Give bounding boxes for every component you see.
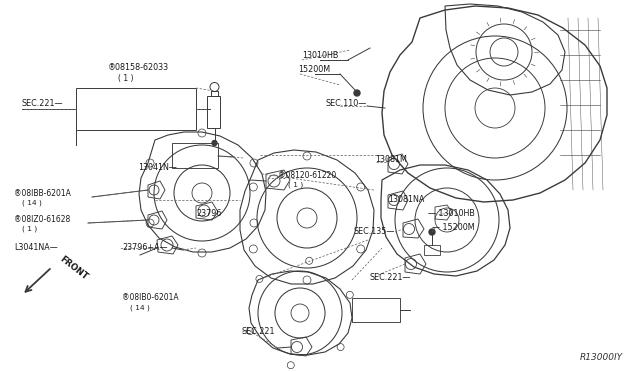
Text: ®08IBB-6201A: ®08IBB-6201A — [14, 189, 71, 198]
Text: — 15200M: — 15200M — [432, 222, 475, 231]
Text: R13000IY: R13000IY — [580, 353, 623, 362]
Text: ( 1 ): ( 1 ) — [288, 182, 303, 188]
Text: 15200M: 15200M — [298, 64, 330, 74]
Text: 13041N—: 13041N— — [138, 164, 177, 173]
Text: 23796: 23796 — [196, 208, 221, 218]
Text: SEC.110—: SEC.110— — [325, 99, 366, 108]
Text: ( 14 ): ( 14 ) — [130, 305, 150, 311]
Circle shape — [429, 229, 435, 235]
Text: — 13010HB: — 13010HB — [428, 208, 475, 218]
Text: 13081NA: 13081NA — [388, 196, 424, 205]
Circle shape — [212, 141, 217, 145]
Text: SEC.221—: SEC.221— — [370, 273, 412, 282]
Text: 13081M: 13081M — [375, 155, 407, 164]
Text: SEC.135—: SEC.135— — [354, 228, 396, 237]
Text: SEC.221—: SEC.221— — [22, 99, 63, 108]
Text: ( 1 ): ( 1 ) — [22, 226, 37, 232]
Text: ®08IB0-6201A: ®08IB0-6201A — [122, 294, 179, 302]
Text: FRONT: FRONT — [58, 254, 90, 282]
Text: ( 1 ): ( 1 ) — [118, 74, 134, 83]
Text: SEC.221: SEC.221 — [242, 327, 275, 337]
Text: 23796+A—: 23796+A— — [122, 244, 168, 253]
Text: ®08IZ0-61628: ®08IZ0-61628 — [14, 215, 70, 224]
Text: ( 14 ): ( 14 ) — [22, 200, 42, 206]
Text: ®08120-61220: ®08120-61220 — [278, 170, 336, 180]
Circle shape — [354, 90, 360, 96]
Text: L3041NA—: L3041NA— — [14, 244, 58, 253]
Text: 13010HB: 13010HB — [302, 51, 339, 60]
Text: ®08158-62033: ®08158-62033 — [108, 64, 169, 73]
